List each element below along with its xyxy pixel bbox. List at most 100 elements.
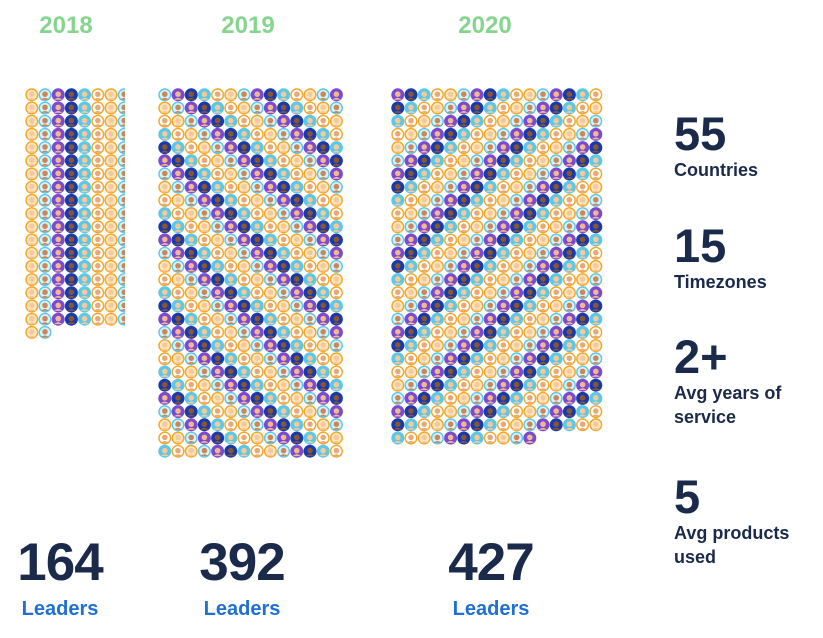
- avatar-icon: [589, 207, 603, 221]
- avatar-icon: [38, 299, 52, 313]
- avatar-icon: [510, 127, 524, 141]
- avatar-icon: [104, 259, 118, 273]
- stat-timezones-value: 15: [674, 219, 727, 272]
- avatar-icon: [197, 418, 211, 432]
- avatar-icon: [237, 378, 251, 392]
- avatar-icon: [404, 141, 418, 155]
- avatar-icon: [329, 365, 343, 379]
- avatar-icon: [536, 299, 550, 313]
- avatar-icon: [51, 180, 65, 194]
- avatar-icon: [576, 220, 590, 234]
- avatar-icon: [38, 286, 52, 300]
- avatar-icon: [25, 246, 39, 260]
- avatar-icon: [496, 101, 510, 115]
- avatar-icon: [303, 193, 317, 207]
- avatar-icon: [391, 391, 405, 405]
- avatar-icon: [277, 167, 291, 181]
- avatar-icon: [496, 193, 510, 207]
- avatar-icon: [211, 259, 225, 273]
- avatar-icon: [277, 101, 291, 115]
- avatar-icon: [78, 286, 92, 300]
- avatar-icon: [444, 193, 458, 207]
- avatar-icon: [290, 101, 304, 115]
- avatar-icon: [496, 312, 510, 326]
- avatar-icon: [91, 286, 105, 300]
- avatar-icon: [404, 259, 418, 273]
- year-label-2018: 2018: [39, 12, 93, 39]
- avatar-icon: [329, 259, 343, 273]
- avatar-icon: [470, 207, 484, 221]
- avatar-icon: [562, 352, 576, 366]
- avatar-icon: [444, 114, 458, 128]
- avatar-icon: [237, 418, 251, 432]
- avatar-icon: [470, 325, 484, 339]
- avatar-icon: [329, 325, 343, 339]
- avatar-icon: [211, 154, 225, 168]
- avatar-icon: [78, 273, 92, 287]
- avatar-icon: [316, 154, 330, 168]
- avatar-icon: [404, 167, 418, 181]
- avatar-icon: [576, 339, 590, 353]
- avatar-icon: [483, 167, 497, 181]
- avatar-icon: [290, 220, 304, 234]
- avatar-icon: [64, 312, 78, 326]
- avatar-icon: [237, 325, 251, 339]
- avatar-icon: [483, 418, 497, 432]
- avatar-icon: [417, 378, 431, 392]
- avatar-icon: [430, 259, 444, 273]
- avatar-icon: [536, 365, 550, 379]
- avatar-icon: [391, 207, 405, 221]
- avatar-icon: [483, 378, 497, 392]
- avatar-icon: [549, 378, 563, 392]
- avatar-icon: [51, 114, 65, 128]
- avatar-icon: [549, 352, 563, 366]
- avatar-icon: [510, 246, 524, 260]
- avatar-icon: [224, 325, 238, 339]
- avatar-icon: [64, 273, 78, 287]
- avatar-icon: [184, 193, 198, 207]
- avatar-icon: [64, 259, 78, 273]
- avatar-icon: [483, 127, 497, 141]
- avatar-icon: [38, 114, 52, 128]
- avatar-icon: [104, 312, 118, 326]
- avatar-icon: [64, 286, 78, 300]
- avatar-icon: [417, 154, 431, 168]
- avatar-icon: [470, 378, 484, 392]
- avatar-icon: [483, 141, 497, 155]
- avatar-icon: [457, 167, 471, 181]
- avatar-icon: [51, 127, 65, 141]
- avatar-icon: [457, 391, 471, 405]
- avatar-icon: [457, 193, 471, 207]
- avatar-icon: [211, 405, 225, 419]
- avatar-icon: [25, 154, 39, 168]
- avatar-icon: [211, 141, 225, 155]
- avatar-icon: [404, 286, 418, 300]
- avatar-icon: [589, 286, 603, 300]
- avatar-icon: [158, 101, 172, 115]
- avatar-icon: [303, 286, 317, 300]
- avatar-icon: [470, 127, 484, 141]
- avatar-icon: [263, 167, 277, 181]
- avatar-icon: [562, 418, 576, 432]
- avatar-icon: [329, 444, 343, 458]
- avatar-icon: [211, 312, 225, 326]
- stat-timezones: 15 Timezones: [674, 222, 814, 294]
- avatar-icon: [197, 88, 211, 102]
- avatar-icon: [78, 114, 92, 128]
- avatar-icon: [237, 233, 251, 247]
- avatar-icon: [329, 88, 343, 102]
- avatar-icon: [523, 207, 537, 221]
- avatar-icon: [404, 207, 418, 221]
- avatar-icon: [290, 127, 304, 141]
- avatar-icon: [104, 273, 118, 287]
- avatar-icon: [444, 167, 458, 181]
- avatar-icon: [496, 246, 510, 260]
- avatar-icon: [171, 207, 185, 221]
- avatar-icon: [523, 167, 537, 181]
- avatar-icon: [444, 299, 458, 313]
- avatar-icon: [38, 127, 52, 141]
- avatar-icon: [510, 141, 524, 155]
- avatar-icon: [523, 154, 537, 168]
- avatar-icon: [444, 88, 458, 102]
- avatar-icon: [250, 154, 264, 168]
